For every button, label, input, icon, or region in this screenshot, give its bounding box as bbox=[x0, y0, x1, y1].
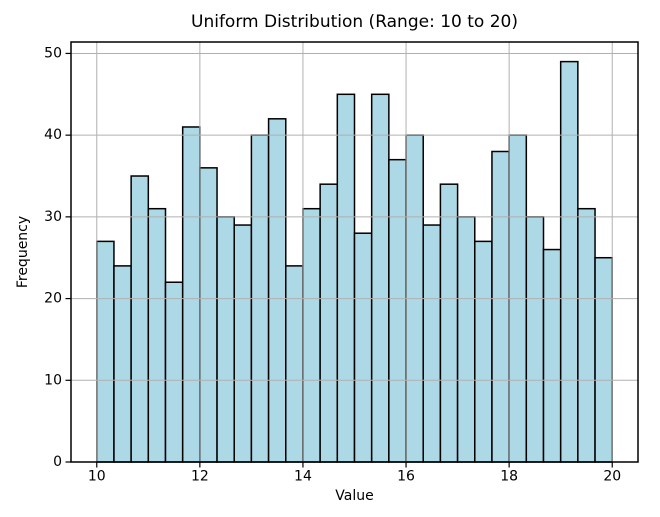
chart-title: Uniform Distribution (Range: 10 to 20) bbox=[191, 12, 518, 32]
histogram-bar bbox=[267, 118, 287, 463]
histogram-bar bbox=[319, 183, 339, 463]
histogram-bar bbox=[525, 216, 545, 463]
x-tick-label: 14 bbox=[294, 469, 312, 485]
histogram-bar bbox=[199, 167, 218, 463]
x-tick-label: 10 bbox=[88, 469, 106, 485]
histogram-bar bbox=[113, 265, 132, 463]
histogram-bar bbox=[302, 207, 321, 463]
histogram-bar bbox=[456, 216, 476, 463]
x-tick-label: 18 bbox=[500, 469, 518, 485]
histogram-bar bbox=[388, 158, 407, 463]
y-tick-label: 20 bbox=[44, 291, 62, 307]
histogram-bar bbox=[353, 232, 373, 463]
y-tick-label: 40 bbox=[44, 127, 62, 143]
x-tick-label: 20 bbox=[603, 469, 621, 485]
y-tick-label: 50 bbox=[44, 45, 62, 61]
histogram-bar bbox=[216, 216, 235, 463]
axes-spines bbox=[70, 41, 639, 463]
histogram-bar bbox=[96, 240, 115, 463]
histogram-bar bbox=[181, 126, 201, 463]
histogram-bar bbox=[542, 248, 562, 463]
histogram-bar bbox=[594, 256, 613, 463]
histogram-bar bbox=[130, 175, 150, 463]
histogram-bar bbox=[577, 207, 596, 463]
histogram-bar bbox=[164, 281, 184, 463]
x-axis-label: Value bbox=[335, 488, 374, 504]
x-tick-label: 16 bbox=[397, 469, 415, 485]
histogram-bar bbox=[336, 93, 356, 463]
histogram-bar bbox=[370, 93, 390, 463]
y-tick-label: 30 bbox=[44, 209, 62, 225]
histogram-bar bbox=[559, 60, 579, 463]
histogram-bar bbox=[422, 224, 442, 463]
y-tick-label: 0 bbox=[53, 454, 62, 470]
histogram-bar bbox=[474, 240, 493, 463]
y-tick-label: 10 bbox=[44, 372, 62, 388]
histogram-bar bbox=[285, 265, 304, 463]
histogram-bar bbox=[491, 150, 510, 463]
histogram-bar bbox=[147, 207, 167, 463]
histogram-bar bbox=[233, 224, 253, 463]
histogram-bar bbox=[439, 183, 459, 463]
x-tick-label: 12 bbox=[191, 469, 209, 485]
